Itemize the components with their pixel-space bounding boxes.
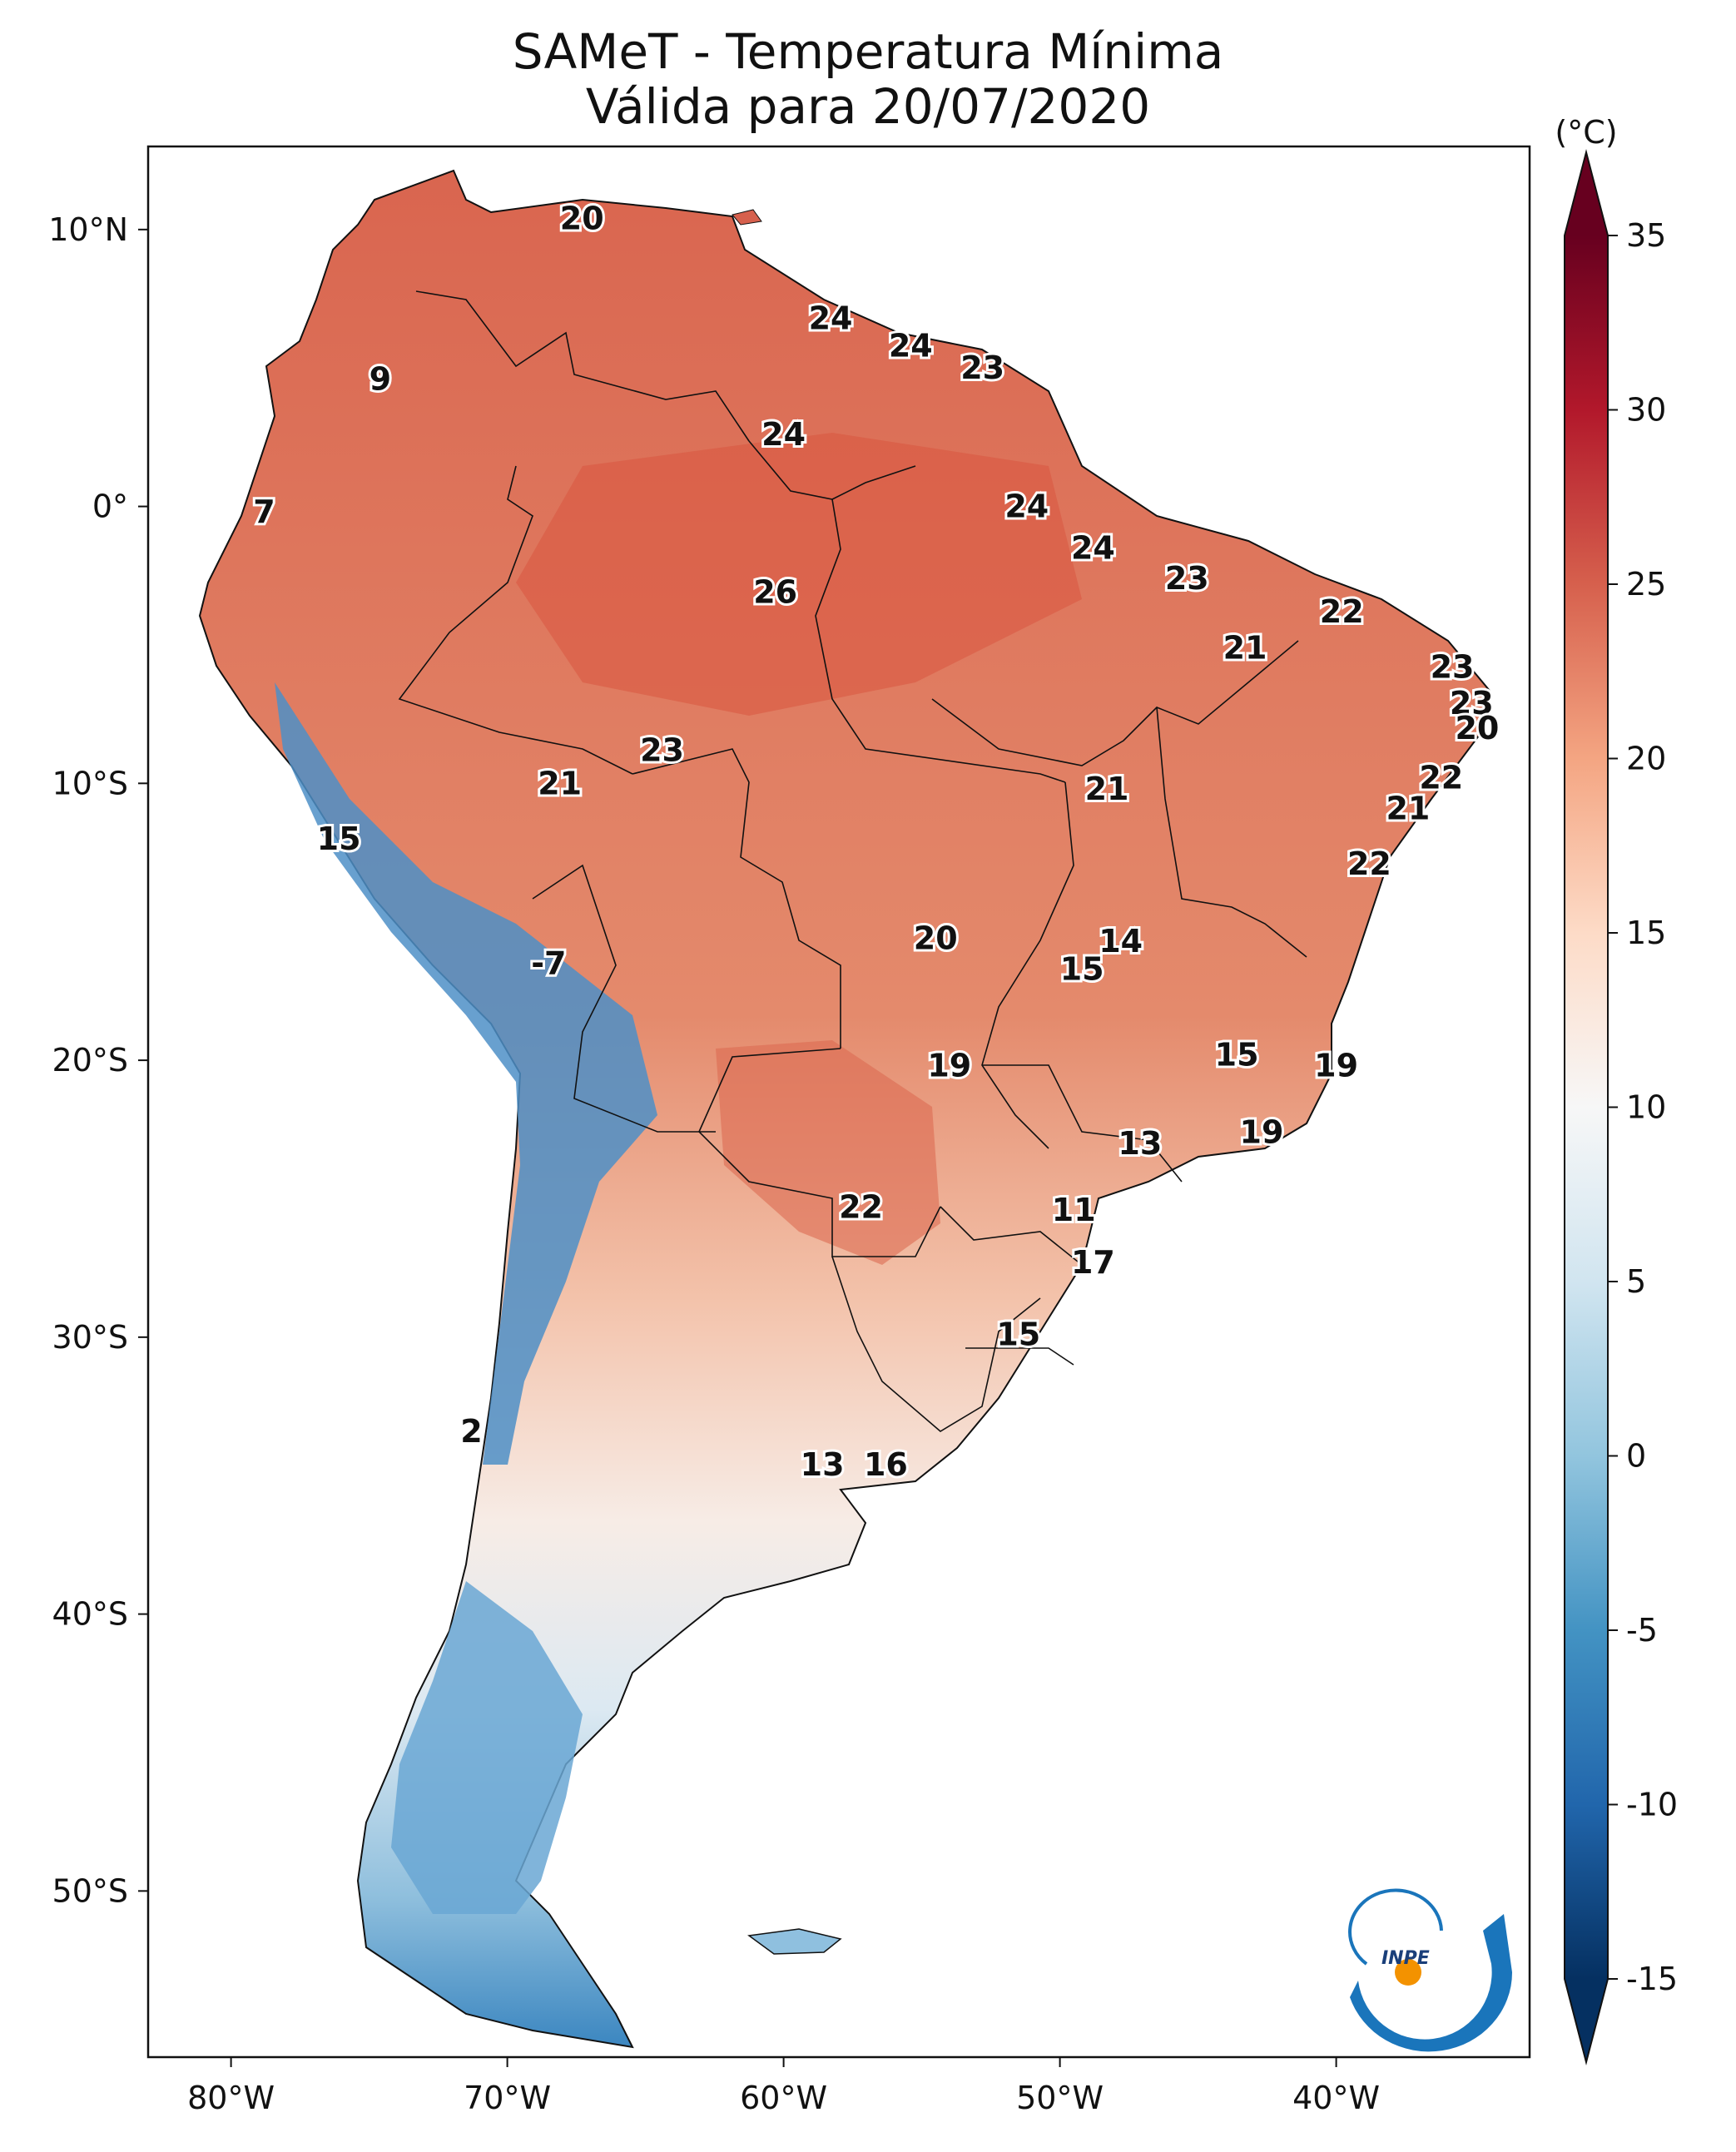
station-value: 20 <box>1455 710 1499 746</box>
logo-orbit <box>1348 1888 1443 1966</box>
colorbar-tick-label: -10 <box>1626 1787 1678 1823</box>
station-value: 13 <box>801 1446 845 1483</box>
station-value: 15 <box>996 1316 1040 1353</box>
station-value: 22 <box>1419 760 1463 796</box>
station-value: 15 <box>1060 950 1104 987</box>
station-value: 22 <box>839 1188 883 1225</box>
lat-tick-label: 0° <box>92 488 128 525</box>
station-value: 23 <box>960 350 1004 386</box>
lat-tick-label: 20°S <box>52 1042 128 1078</box>
colorbar-tick-label: 25 <box>1626 566 1666 602</box>
station-value: 19 <box>1240 1114 1284 1151</box>
falkland-islands <box>747 1928 842 1955</box>
colorbar-tick-label: 20 <box>1626 741 1666 777</box>
station-value: 20 <box>560 201 604 237</box>
lon-tick-label: 40°W <box>1292 2080 1380 2116</box>
colorbar-bottom-extension <box>1565 1979 1608 2062</box>
station-value: 24 <box>1004 488 1049 525</box>
lat-tick-label: 10°N <box>48 211 128 248</box>
station-value: 23 <box>1165 560 1209 597</box>
station-value: 7 <box>253 493 275 530</box>
country-borders <box>398 290 1307 1432</box>
caribbean-islands <box>732 209 762 226</box>
colorbar-tick-label: -5 <box>1626 1612 1658 1649</box>
station-value: 22 <box>1320 593 1364 630</box>
station-value: 14 <box>1099 923 1143 959</box>
station-value: 9 <box>370 361 391 398</box>
map-subtitle: Válida para 20/07/2020 <box>585 78 1151 135</box>
station-value: 24 <box>889 328 933 364</box>
colorbar-tick-label: 10 <box>1626 1089 1666 1126</box>
chaco-warm <box>716 1040 940 1265</box>
patagonia-cold <box>391 1581 583 1914</box>
station-value: 21 <box>1085 771 1129 807</box>
station-value: 15 <box>317 821 361 857</box>
lat-tick-label: 10°S <box>52 765 128 801</box>
inpe-logo: INPE <box>1348 1888 1513 2052</box>
station-value: 23 <box>1450 685 1494 721</box>
colorbar-tick-label: -15 <box>1626 1961 1678 1997</box>
colorbar-tick-label: 0 <box>1626 1438 1646 1475</box>
station-value: 2 <box>460 1413 482 1450</box>
station-value: 24 <box>1071 529 1115 566</box>
station-value: 11 <box>1052 1192 1096 1228</box>
station-value: 23 <box>1431 649 1475 686</box>
station-value: 13 <box>1118 1125 1162 1162</box>
logo-swoosh <box>1350 1914 1513 2052</box>
colorbar-top-extension <box>1565 152 1608 236</box>
lon-tick-label: 50°W <box>1016 2080 1104 2116</box>
station-value: 21 <box>538 765 582 801</box>
lat-tick-label: 30°S <box>52 1319 128 1356</box>
colorbar-ticks: 35 30 25 20 15 10 5 0 -5 -10 -15 <box>1608 217 1678 1997</box>
logo-text: INPE <box>1381 1948 1430 1969</box>
colorbar-tick-label: 30 <box>1626 392 1666 429</box>
colorbar-body <box>1565 236 1608 1979</box>
colorbar-tick-label: 5 <box>1626 1263 1646 1300</box>
station-value: 19 <box>927 1048 971 1084</box>
station-value: 15 <box>1215 1036 1259 1073</box>
station-value: 24 <box>761 416 806 453</box>
station-value: 17 <box>1071 1244 1115 1281</box>
lon-tick-label: 80°W <box>187 2080 275 2116</box>
colorbar-tick-label: 35 <box>1626 217 1666 254</box>
amazon-warm <box>516 433 1082 716</box>
station-value: 21 <box>1386 790 1430 826</box>
axis-ticks: 80°W 70°W 60°W 50°W 40°W 10°N 0° 10°S 20°S 30°S 40… <box>48 211 1380 2116</box>
station-value: 19 <box>1314 1048 1358 1084</box>
colorbar-tick-label: 15 <box>1626 915 1666 951</box>
temperature-field <box>198 169 1491 2049</box>
lat-tick-label: 50°S <box>52 1872 128 1909</box>
station-value: 21 <box>1223 629 1267 666</box>
map-frame <box>146 145 1531 2059</box>
lon-tick-label: 70°W <box>464 2080 551 2116</box>
station-value: 23 <box>640 731 684 768</box>
station-value: 26 <box>753 574 797 611</box>
andes-cold-band <box>275 682 657 1465</box>
lat-tick-label: 40°S <box>52 1596 128 1633</box>
colorbar-unit: (°C) <box>1555 114 1617 151</box>
station-value: 22 <box>1347 845 1391 882</box>
station-value: 20 <box>914 920 958 957</box>
colorbar: (°C) 35 30 25 20 15 10 5 0 -5 -10 -15 <box>1555 114 1678 2065</box>
logo-sun <box>1395 1959 1421 1986</box>
station-value: 24 <box>809 300 853 336</box>
lon-tick-label: 60°W <box>740 2080 827 2116</box>
station-value: 16 <box>864 1446 908 1483</box>
station-value: -7 <box>531 945 566 982</box>
map-title: SAMeT - Temperatura Mínima <box>512 23 1224 80</box>
